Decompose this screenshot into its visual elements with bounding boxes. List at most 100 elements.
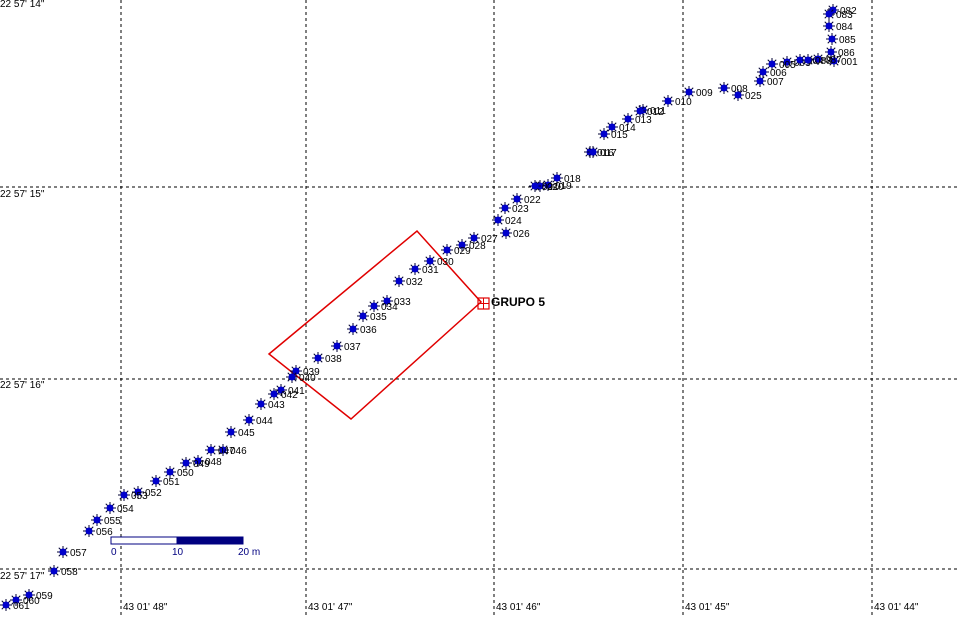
- point-label: 001: [841, 57, 858, 68]
- point-label: 087: [825, 55, 842, 66]
- point-dot: [685, 88, 693, 96]
- point-label: 011: [650, 106, 666, 117]
- point-label: 052: [145, 488, 162, 499]
- survey-point: 041: [275, 384, 305, 397]
- point-dot: [825, 10, 833, 18]
- point-label: 055: [104, 516, 121, 527]
- point-label: 054: [117, 504, 134, 515]
- survey-point: 060: [10, 594, 40, 607]
- point-label: 060: [23, 596, 40, 607]
- point-label: 028: [469, 241, 486, 252]
- survey-point: 032: [393, 275, 423, 288]
- survey-point: 048: [192, 455, 222, 468]
- point-dot: [59, 548, 67, 556]
- point-label: 020: [547, 182, 564, 193]
- point-dot: [227, 428, 235, 436]
- survey-point: 021: [529, 180, 559, 193]
- point-dot: [589, 148, 597, 156]
- point-label: 037: [344, 342, 361, 353]
- point-dot: [608, 123, 616, 131]
- point-dot: [827, 48, 835, 56]
- survey-point: 047: [205, 444, 235, 457]
- point-label: 021: [542, 182, 559, 193]
- survey-point: 008: [718, 82, 748, 95]
- point-dot: [796, 56, 804, 64]
- point-dot: [166, 468, 174, 476]
- survey-point: 025: [732, 89, 762, 102]
- point-dot: [783, 58, 791, 66]
- survey-point: 028: [456, 239, 486, 252]
- point-dot: [804, 56, 812, 64]
- point-dot: [494, 216, 502, 224]
- point-label: 034: [381, 302, 398, 313]
- point-label: 025: [745, 91, 762, 102]
- survey-point: 084: [823, 20, 853, 33]
- survey-point: 005: [766, 58, 796, 71]
- scale-bar-segment: [176, 536, 244, 545]
- point-dot: [664, 97, 672, 105]
- point-dot: [426, 257, 434, 265]
- point-label: 013: [635, 115, 652, 126]
- point-dot: [314, 354, 322, 362]
- point-dot: [636, 107, 644, 115]
- point-dot: [12, 596, 20, 604]
- point-dot: [257, 400, 265, 408]
- point-label: 016: [597, 148, 614, 159]
- point-label: 022: [524, 195, 541, 206]
- point-dot: [624, 115, 632, 123]
- point-label: 046: [230, 446, 247, 457]
- survey-point: 034: [368, 300, 398, 313]
- point-dot: [814, 55, 822, 63]
- survey-point: 009: [683, 86, 713, 99]
- survey-point: 057: [57, 546, 87, 559]
- point-dot: [458, 241, 466, 249]
- point-label: 032: [406, 277, 423, 288]
- point-label: 047: [218, 446, 235, 457]
- point-dot: [395, 277, 403, 285]
- point-label: 008: [731, 84, 748, 95]
- point-label: 051: [163, 477, 180, 488]
- point-dot: [830, 57, 838, 65]
- point-dot: [359, 312, 367, 320]
- latitude-label: 22 57' 16": [0, 380, 45, 391]
- point-dot: [513, 195, 521, 203]
- point-dot: [825, 22, 833, 30]
- point-label: 018: [564, 174, 581, 185]
- point-dot: [720, 84, 728, 92]
- survey-point: 052: [132, 486, 162, 499]
- point-label: 053: [131, 491, 148, 502]
- point-dot: [333, 342, 341, 350]
- survey-point: 044: [243, 414, 273, 427]
- point-label: 084: [836, 22, 853, 33]
- point-label: 024: [505, 216, 522, 227]
- point-label: 027: [481, 234, 498, 245]
- survey-point: 050: [164, 466, 194, 479]
- scale-bar: 0 10 20 m: [110, 536, 260, 558]
- point-dot: [93, 516, 101, 524]
- point-label: 035: [370, 312, 387, 323]
- survey-point: 083: [823, 8, 853, 21]
- point-label: 039: [303, 367, 320, 378]
- scale-bar-segment: [110, 536, 178, 545]
- point-dot: [600, 130, 608, 138]
- scale-label: 10: [172, 547, 184, 558]
- point-label: 009: [696, 88, 713, 99]
- survey-point: 031: [409, 263, 439, 276]
- survey-point: 055: [91, 514, 121, 527]
- survey-point: 046: [217, 444, 247, 457]
- survey-point: 038: [312, 352, 342, 365]
- survey-point: 018: [551, 172, 581, 185]
- point-dot: [544, 181, 552, 189]
- survey-point: 053: [118, 489, 148, 502]
- survey-points: 0010030040050060070080090100110120130140…: [0, 4, 858, 612]
- survey-point: 058: [48, 565, 78, 578]
- survey-point: 026: [500, 227, 530, 240]
- survey-point: 086: [825, 46, 855, 59]
- point-label: 050: [177, 468, 194, 479]
- point-label: 010: [675, 97, 692, 108]
- point-dot: [134, 488, 142, 496]
- longitude-label: 43 01' 45": [685, 602, 730, 613]
- point-label: 056: [96, 527, 113, 538]
